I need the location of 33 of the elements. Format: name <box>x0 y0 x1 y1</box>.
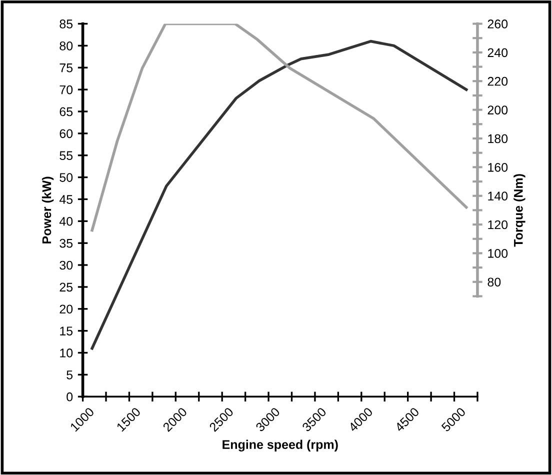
y2-tick-label: 260 <box>488 20 508 28</box>
y-tick-label: 15 <box>60 326 73 336</box>
y2-tick-label: 140 <box>488 192 508 200</box>
y-tick-label: 10 <box>60 348 73 358</box>
line-series <box>90 24 468 232</box>
y-tick-label: 40 <box>59 216 73 226</box>
y2-tick-label: 220 <box>488 76 508 86</box>
y-tick-label: 35 <box>60 238 73 248</box>
y-tick-label: 45 <box>59 195 73 204</box>
line-series <box>90 40 468 350</box>
y-tick-label: 30 <box>60 260 73 270</box>
y2-tick-label: 240 <box>488 48 508 58</box>
y-tick-label: 5 <box>66 370 73 380</box>
y-tick-label: 20 <box>60 304 73 314</box>
x-axis-title: Engine speed (rpm) <box>222 440 338 452</box>
y2-tick-label: 160 <box>488 162 508 172</box>
y-tick-label: 55 <box>60 151 73 160</box>
y-tick-label: 70 <box>60 85 73 94</box>
y2-tick-label: 100 <box>488 249 508 258</box>
y2-axis-title: Torque (Nm) <box>514 174 526 247</box>
y-tick-label: 25 <box>60 282 73 292</box>
y-tick-label: 65 <box>60 107 73 116</box>
y-tick-label: 85 <box>60 20 73 28</box>
y-axis-title: Power (kW) <box>42 176 54 244</box>
y-tick-label: 50 <box>60 173 73 182</box>
y-tick-label: 0 <box>66 392 73 402</box>
y-tick-label: 75 <box>60 64 73 72</box>
y2-tick-label: 120 <box>488 220 508 230</box>
y-tick-label: 60 <box>60 129 73 138</box>
y-tick-label: 80 <box>60 41 73 50</box>
y2-tick-label: 180 <box>488 134 508 144</box>
y2-tick-label: 200 <box>488 106 508 114</box>
y2-tick-label: 80 <box>488 278 501 287</box>
